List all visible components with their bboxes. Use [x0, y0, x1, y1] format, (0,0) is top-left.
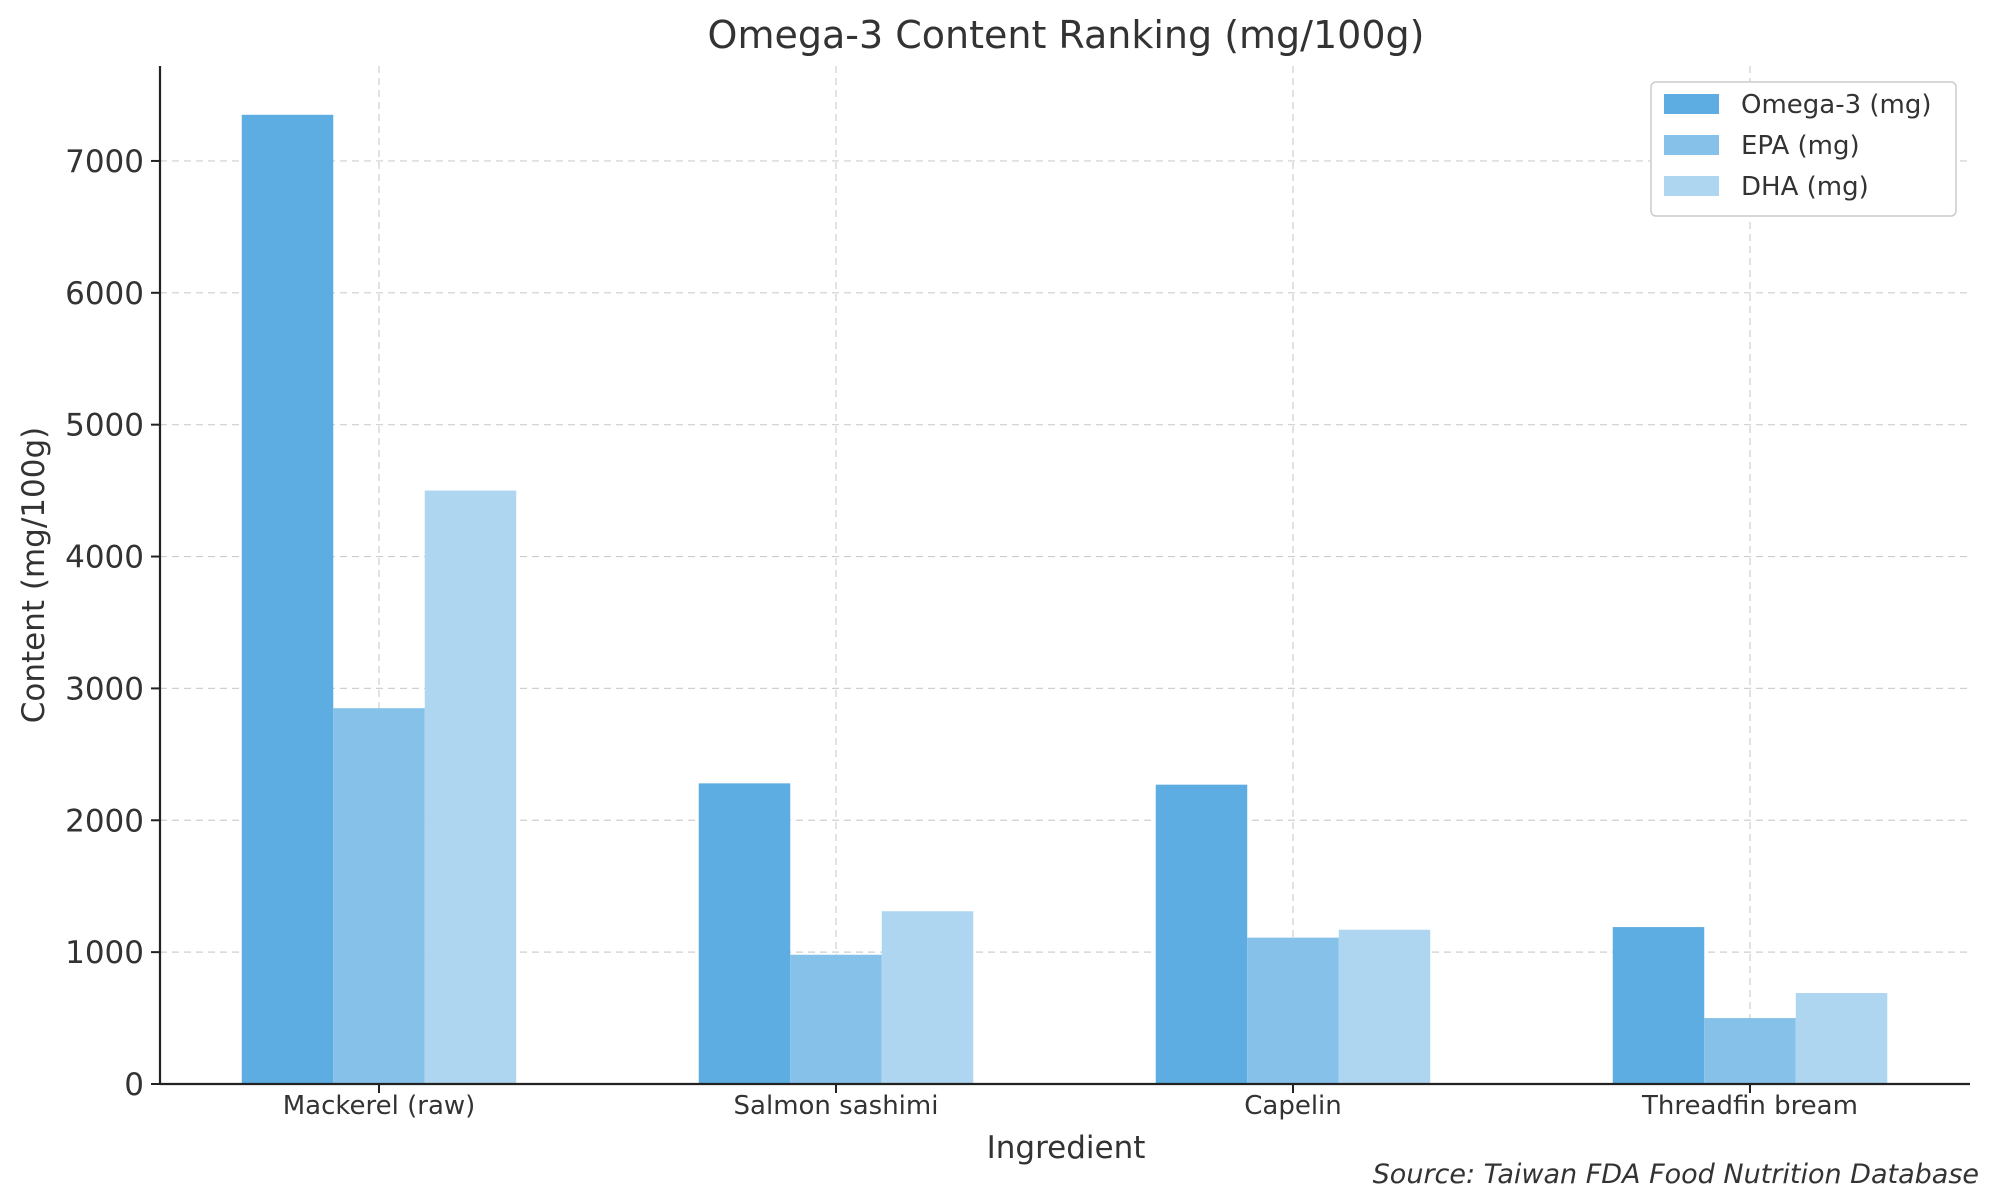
bar-omega3	[241, 114, 334, 1084]
y-tick-label: 6000	[65, 276, 144, 312]
legend: Omega-3 (mg) EPA (mg) DHA (mg)	[1650, 81, 1957, 217]
legend-label-dha: DHA (mg)	[1741, 172, 1869, 202]
x-tick-label: Threadfin bream	[1641, 1091, 1858, 1121]
y-tick-label: 0	[124, 1067, 144, 1103]
bar-dha	[881, 911, 974, 1084]
legend-label-epa: EPA (mg)	[1741, 131, 1860, 161]
legend-label-omega3: Omega-3 (mg)	[1741, 90, 1932, 120]
bar-dha	[1795, 993, 1888, 1084]
y-tick-label: 7000	[65, 144, 144, 180]
bar-dha	[424, 490, 517, 1085]
y-tick-label: 4000	[65, 540, 144, 576]
bars-layer	[241, 114, 1888, 1085]
chart-title: Omega-3 Content Ranking (mg/100g)	[708, 13, 1425, 57]
x-tick-label: Salmon sashimi	[734, 1091, 939, 1121]
bar-dha	[1338, 929, 1431, 1084]
bar-omega3	[1612, 927, 1705, 1084]
x-tick-label: Capelin	[1244, 1091, 1342, 1121]
bar-epa	[333, 708, 425, 1084]
legend-swatch-omega3	[1664, 94, 1719, 114]
y-tick-label: 2000	[65, 803, 144, 839]
legend-swatch-dha	[1664, 176, 1719, 196]
axes-layer	[158, 66, 1970, 1086]
legend-swatch-epa	[1664, 135, 1719, 155]
y-axis-label: Content (mg/100g)	[16, 427, 52, 724]
x-tick-label: Mackerel (raw)	[283, 1091, 476, 1121]
bar-omega3	[698, 783, 791, 1084]
source-note: Source: Taiwan FDA Food Nutrition Databa…	[1373, 1159, 1979, 1190]
x-axis-label: Ingredient	[987, 1130, 1146, 1166]
bar-epa	[790, 954, 882, 1084]
bar-epa	[1247, 937, 1339, 1084]
y-tick-label: 5000	[65, 408, 144, 444]
y-tick-label: 3000	[65, 671, 144, 707]
legend-frame	[1650, 81, 1957, 217]
bar-omega3	[1155, 784, 1248, 1084]
y-tick-label: 1000	[65, 935, 144, 971]
bar-epa	[1704, 1018, 1796, 1084]
ticks-layer: 0 1000 2000 3000 4000 5000 6000 7000 Mackerel (r…	[65, 144, 1858, 1121]
